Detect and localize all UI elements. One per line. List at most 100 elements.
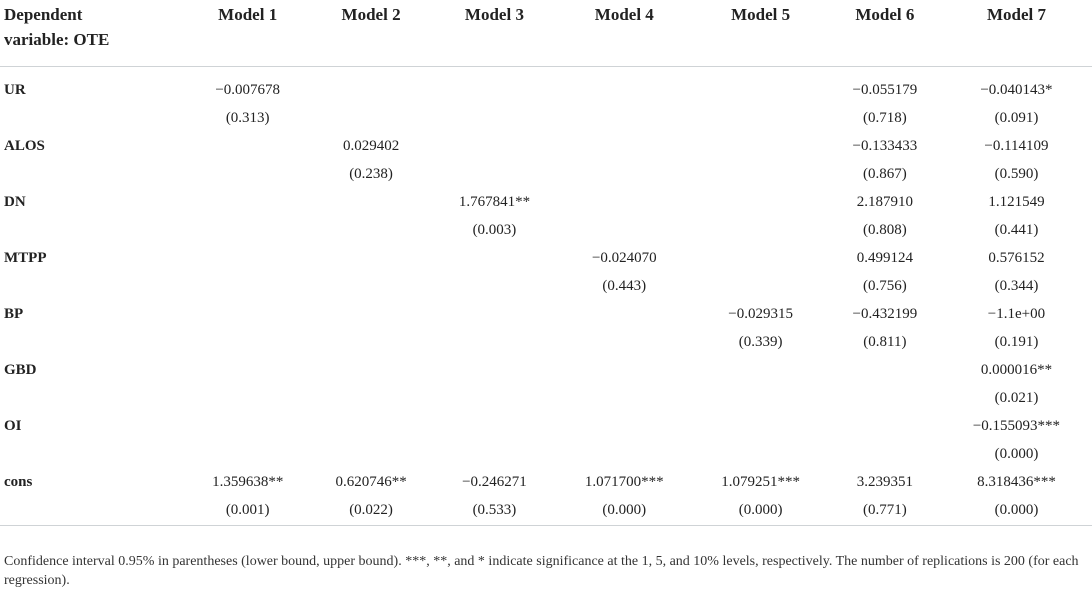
- coefficient-cell: [186, 357, 309, 385]
- pvalue-cell: (0.003): [472, 222, 517, 238]
- coefficient-cell: −0.246271: [462, 474, 527, 490]
- pvalue-cell: [692, 441, 828, 469]
- coefficient-row: GBD 0.000016**: [0, 357, 1092, 385]
- pvalue-cell: [309, 329, 432, 357]
- coefficient-cell: 1.071700***: [584, 474, 664, 490]
- pvalue-cell: [309, 217, 432, 245]
- pvalue-cell: [433, 329, 556, 357]
- model-header: Model 4: [594, 5, 654, 24]
- pvalue-row: (0.003) (0.808) (0.441): [0, 217, 1092, 245]
- variable-name: BP: [4, 306, 24, 322]
- coefficient-cell: −0.432199: [852, 306, 918, 322]
- pvalue-cell: (0.000): [994, 446, 1039, 462]
- model-header: Model 3: [464, 5, 524, 24]
- pvalue-cell: [556, 329, 692, 357]
- coefficient-cell: [433, 357, 556, 385]
- pvalue-row: (0.313) (0.718) (0.091): [0, 105, 1092, 133]
- pvalue-cell: [186, 441, 309, 469]
- coefficient-cell: [186, 133, 309, 161]
- pvalue-cell: (0.867): [863, 166, 907, 182]
- pvalue-row: (0.001) (0.022) (0.533) (0.000) (0.000) (0.77…: [0, 497, 1092, 526]
- coefficient-cell: −0.114109: [984, 138, 1049, 154]
- coefficient-cell: [433, 413, 556, 441]
- dependent-label-line1: Dependent: [4, 5, 83, 24]
- coefficient-row: MTPP −0.024070 0.499124 0.576152: [0, 245, 1092, 273]
- coefficient-cell: 0.620746**: [335, 474, 407, 490]
- table-footnote: Confidence interval 0.95% in parentheses…: [4, 554, 1079, 588]
- variable-name: GBD: [4, 362, 37, 378]
- coefficient-cell: −0.133433: [852, 138, 918, 154]
- empty-cell: [0, 385, 186, 413]
- coefficient-cell: [692, 66, 828, 105]
- pvalue-cell: (0.022): [349, 502, 393, 518]
- variable-name: DN: [4, 194, 26, 210]
- pvalue-row: (0.021): [0, 385, 1092, 413]
- pvalue-cell: [556, 217, 692, 245]
- pvalue-cell: (0.443): [602, 278, 647, 294]
- coefficient-cell: [186, 245, 309, 273]
- pvalue-cell: [186, 329, 309, 357]
- coefficient-cell: −0.055179: [852, 82, 918, 98]
- coefficient-cell: [433, 66, 556, 105]
- coefficient-cell: [309, 189, 432, 217]
- pvalue-cell: [186, 217, 309, 245]
- variable-name: cons: [4, 474, 33, 490]
- coefficient-cell: 0.029402: [342, 138, 400, 154]
- pvalue-cell: [556, 105, 692, 133]
- pvalue-cell: (0.313): [225, 110, 270, 126]
- coefficient-cell: [692, 357, 828, 385]
- empty-cell: [0, 273, 186, 301]
- pvalue-cell: (0.000): [994, 502, 1039, 518]
- coefficient-cell: [309, 66, 432, 105]
- pvalue-cell: [692, 273, 828, 301]
- pvalue-cell: (0.441): [994, 222, 1039, 238]
- coefficient-cell: [556, 357, 692, 385]
- coefficient-cell: 0.499124: [856, 250, 913, 266]
- pvalue-cell: [309, 385, 432, 413]
- coefficient-cell: 0.576152: [988, 250, 1045, 266]
- pvalue-cell: [309, 273, 432, 301]
- pvalue-cell: (0.808): [863, 222, 907, 238]
- dependent-variable-header: Dependent variable: OTE: [0, 0, 186, 66]
- coefficient-cell: [186, 301, 309, 329]
- coefficient-row: DN 1.767841** 2.187910 1.121549: [0, 189, 1092, 217]
- pvalue-cell: [829, 385, 941, 413]
- pvalue-cell: (0.091): [994, 110, 1039, 126]
- coefficient-row: ALOS 0.029402 −0.133433 −0.114109: [0, 133, 1092, 161]
- pvalue-cell: (0.191): [994, 334, 1039, 350]
- coefficient-cell: −0.040143*: [980, 82, 1053, 98]
- empty-cell: [0, 105, 186, 133]
- pvalue-cell: (0.771): [863, 502, 907, 518]
- model-header: Model 2: [341, 5, 401, 24]
- pvalue-cell: [186, 385, 309, 413]
- coefficient-cell: [556, 413, 692, 441]
- coefficient-cell: [433, 245, 556, 273]
- pvalue-cell: (0.021): [994, 390, 1039, 406]
- empty-cell: [0, 497, 186, 526]
- pvalue-cell: [186, 161, 309, 189]
- coefficient-cell: 2.187910: [856, 194, 913, 210]
- coefficient-row: OI −0.155093***: [0, 413, 1092, 441]
- pvalue-cell: [692, 161, 828, 189]
- pvalue-cell: [433, 161, 556, 189]
- pvalue-cell: [829, 441, 941, 469]
- pvalue-cell: [309, 441, 432, 469]
- model-header: Model 5: [731, 5, 791, 24]
- coefficient-cell: [556, 301, 692, 329]
- regression-table: Dependent variable: OTE Model 1 Model 2 …: [0, 0, 1092, 526]
- coefficient-cell: [309, 301, 432, 329]
- empty-cell: [0, 217, 186, 245]
- pvalue-cell: [309, 105, 432, 133]
- coefficient-row: cons 1.359638** 0.620746** −0.246271 1.07170…: [0, 469, 1092, 497]
- pvalue-row: (0.339) (0.811) (0.191): [0, 329, 1092, 357]
- coefficient-cell: 3.239351: [856, 474, 913, 490]
- pvalue-row: (0.000): [0, 441, 1092, 469]
- coefficient-cell: [309, 357, 432, 385]
- coefficient-cell: −0.024070: [591, 250, 657, 266]
- pvalue-cell: (0.000): [602, 502, 647, 518]
- pvalue-cell: (0.756): [863, 278, 907, 294]
- coefficient-cell: [692, 245, 828, 273]
- pvalue-cell: [556, 441, 692, 469]
- coefficient-cell: [829, 413, 941, 441]
- model-header: Model 7: [986, 5, 1046, 24]
